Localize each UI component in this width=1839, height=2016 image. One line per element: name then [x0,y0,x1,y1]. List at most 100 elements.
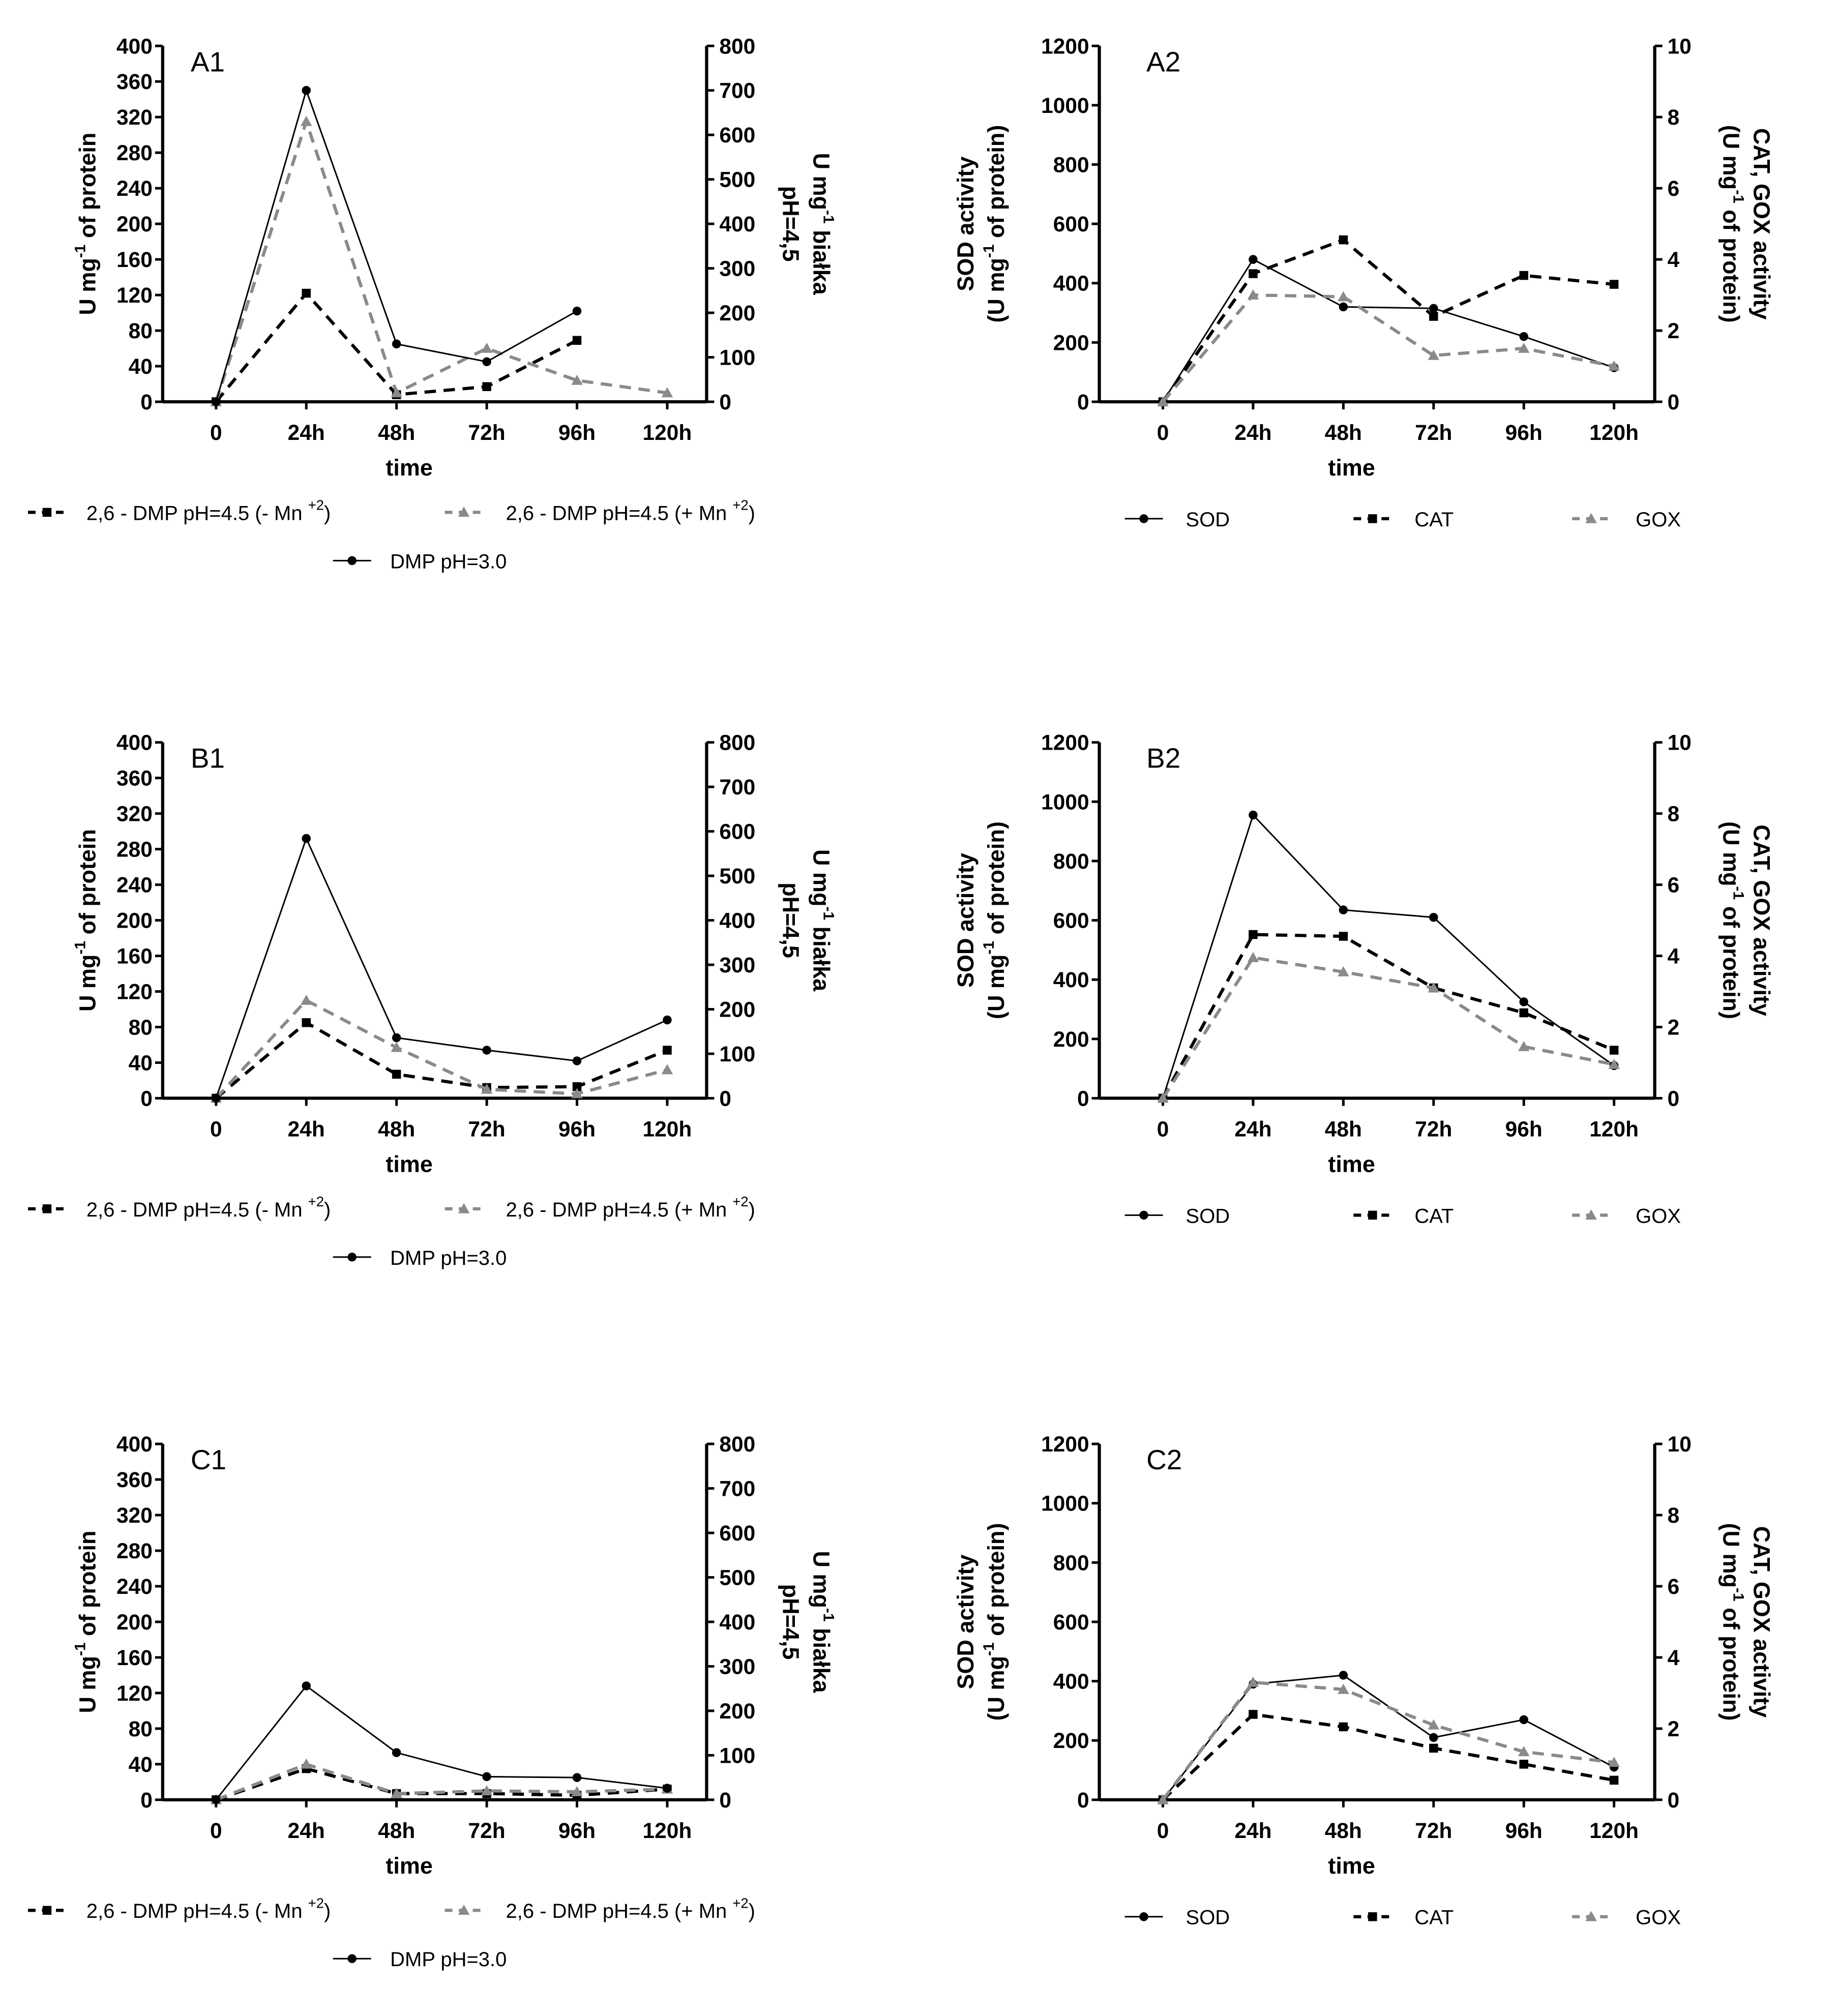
y-tick-label: 1200 [1041,35,1089,58]
x-tick-label: 48h [378,1819,415,1843]
right-y-tick-label: 300 [719,954,755,977]
right-y-tick-label: 6 [1668,177,1680,201]
y-tick-label: 200 [116,213,153,236]
legend-label: DMP pH=3.0 [390,1247,507,1269]
legend-item: SOD [1124,1205,1230,1227]
right-y-tick-label: 800 [719,35,755,58]
data-point-circle [1339,302,1348,312]
legend-label: SOD [1186,1907,1230,1929]
series-line [215,1684,668,1800]
data-point-square [1249,1710,1258,1719]
legend-item: GOX [1572,1205,1681,1227]
right-y-tick-label: 700 [719,776,755,799]
legend-item: SOD [1124,509,1230,531]
x-tick-label: 48h [1325,421,1362,445]
y-tick-label: 360 [116,70,153,94]
series-line [215,1020,668,1100]
y-tick-label: 240 [116,1575,153,1599]
right-y-tick-label: 2 [1668,1016,1680,1040]
y-tick-label: 0 [1077,1789,1089,1813]
series-line [1162,1674,1615,1800]
x-tick-label: 0 [1157,1117,1169,1141]
data-point-circle [1139,1210,1148,1220]
y-tick-label: 600 [1053,1611,1089,1635]
data-point-circle [1249,810,1258,820]
y-tick-label: 400 [116,731,153,755]
chart-panel-a1: 0 40 80 120 160 200 240 280 320 360 400 0 100 200 300 4… [27,35,837,573]
y-tick-label: 800 [1053,850,1089,874]
right-y-tick-label: 2 [1668,319,1680,343]
data-point-triangle [1585,1911,1597,1921]
y-tick-label: 40 [129,355,153,379]
data-point-circle [572,1056,582,1065]
right-y-tick-label: 4 [1668,248,1680,272]
legend-label: 2,6 - DMP pH=4.5 (- Mn +2) [86,1194,331,1221]
data-point-triangle [481,1785,493,1796]
series-line [215,1767,668,1801]
data-point-circle [663,1015,672,1025]
right-y-tick-label: 400 [719,909,755,933]
data-point-circle [1429,912,1438,922]
right-y-tick-label: 0 [719,391,731,414]
data-point-triangle [1518,1041,1530,1051]
series-dmp-ph-3-0 [212,834,672,1103]
data-point-circle [1429,1733,1438,1742]
left-y-axis-label: (U mg-1 of protein) [981,1523,1009,1721]
data-point-triangle [391,387,402,398]
legend-item: DMP pH=3.0 [333,550,507,573]
x-tick-label: 0 [1157,421,1169,445]
right-y-tick-label: 8 [1668,1504,1680,1528]
panel-title: C1 [191,1444,226,1475]
right-y-tick-label: 100 [719,346,755,370]
x-tick-label: 72h [1415,421,1452,445]
right-y-axis-label: CAT, GOX activity [1749,824,1775,1016]
panel-title: A2 [1146,46,1180,77]
data-point-triangle [458,1203,470,1213]
legend-item: 2,6 - DMP pH=4.5 (+ Mn +2) [444,1895,755,1922]
x-tick-label: 120h [643,421,692,445]
data-point-circle [347,1954,357,1963]
right-y-tick-label: 4 [1668,1646,1680,1670]
series-cat [1158,235,1619,406]
y-tick-label: 1000 [1041,790,1089,814]
legend-label: GOX [1636,1205,1681,1227]
legend-label: 2,6 - DMP pH=4.5 (- Mn +2) [86,497,331,524]
left-y-axis-label: SOD activity [953,157,978,291]
data-point-circle [212,1795,221,1804]
data-point-circle [392,339,401,349]
data-point-square [392,1070,401,1079]
data-point-circle [1429,304,1438,313]
right-y-tick-label: 10 [1668,1433,1692,1457]
right-y-tick-label: 0 [1668,391,1680,414]
x-tick-label: 120h [1589,1819,1639,1843]
right-y-tick-label: 700 [719,1477,755,1501]
right-y-axis-label: U mg-1 białka [808,849,837,992]
data-point-triangle [661,387,673,398]
x-axis-label: time [385,455,432,481]
legend-label: DMP pH=3.0 [390,550,507,573]
data-point-circle [212,1093,221,1103]
data-point-circle [572,1773,582,1782]
data-point-triangle [481,342,493,353]
legend-label: GOX [1636,509,1681,531]
right-y-tick-label: 300 [719,1655,755,1679]
data-point-triangle [571,1786,583,1796]
y-tick-label: 280 [116,141,153,165]
right-y-tick-label: 0 [1668,1087,1680,1111]
right-y-tick-label: 6 [1668,1575,1680,1599]
series-line [214,116,668,402]
data-point-triangle [571,1088,583,1099]
series-cat [1158,930,1619,1103]
data-point-square [1368,1210,1377,1220]
right-y-axis-label: U mg-1 białka [808,153,837,295]
data-point-square [1368,1912,1377,1921]
x-tick-label: 96h [558,421,596,445]
legend-label: 2,6 - DMP pH=4.5 (+ Mn +2) [506,1895,755,1922]
right-y-tick-label: 2 [1668,1717,1680,1741]
data-point-triangle [1428,1719,1440,1730]
data-point-square [1339,932,1348,941]
series-line [1161,238,1614,403]
y-tick-label: 1200 [1041,1433,1089,1457]
data-point-circle [1139,1912,1148,1921]
data-point-square [1609,1775,1619,1785]
